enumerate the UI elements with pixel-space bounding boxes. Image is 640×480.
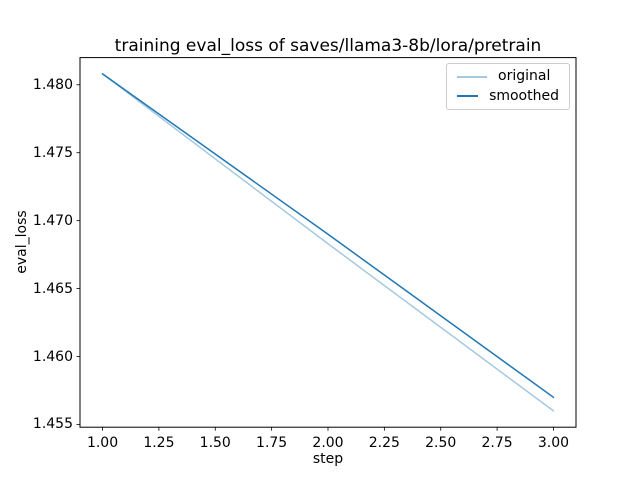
y-tick-label: 1.460 — [32, 348, 73, 365]
series-line-original — [101, 73, 555, 412]
x-axis-label: step — [312, 451, 344, 467]
chart-title: training eval_loss of saves/llama3-8b/lo… — [114, 36, 542, 56]
legend-line-sample-icon — [457, 95, 479, 98]
y-tick-label: 1.470 — [32, 212, 73, 229]
y-tick-label: 1.480 — [32, 76, 73, 93]
legend-entry: original — [457, 68, 559, 85]
x-tick-label: 3.00 — [537, 435, 570, 451]
series-line-smoothed — [101, 73, 555, 399]
x-tick-label: 1.25 — [143, 435, 175, 451]
x-tick-label: 1.50 — [199, 435, 231, 451]
legend-label: smoothed — [489, 87, 559, 104]
x-tick-label: 2.25 — [368, 435, 400, 451]
legend-entry: smoothed — [457, 88, 559, 105]
y-tick-label: 1.465 — [32, 280, 73, 297]
legend-label: original — [498, 68, 551, 85]
y-tick-label: 1.455 — [32, 416, 73, 433]
x-tick-label: 2.00 — [312, 435, 344, 451]
x-tick-label: 1.00 — [86, 435, 119, 451]
y-tick-label: 1.475 — [32, 144, 73, 161]
x-tick-label: 1.75 — [256, 435, 288, 451]
legend-line-sample-icon — [457, 75, 487, 78]
legend: original smoothed — [446, 63, 570, 110]
x-tick-label: 2.75 — [481, 435, 513, 451]
x-tick-label: 2.50 — [425, 435, 457, 451]
